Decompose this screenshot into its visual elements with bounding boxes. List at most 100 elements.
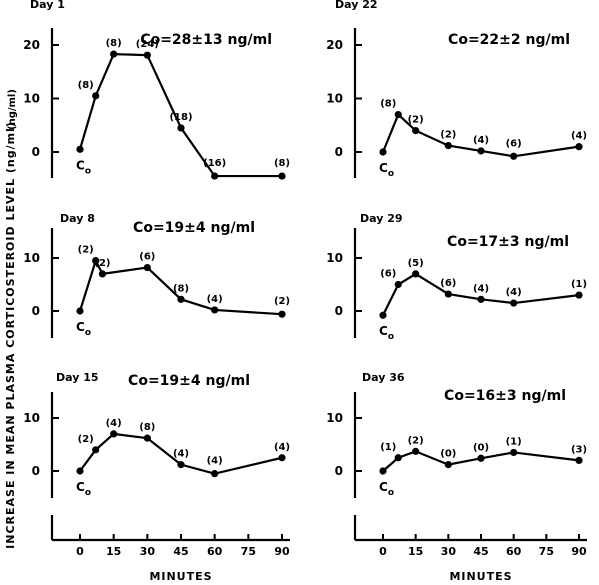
data-point: [477, 147, 485, 155]
data-point: [575, 143, 583, 151]
x-tick-label: 45: [473, 545, 488, 558]
x-tick-label: 90: [571, 545, 587, 558]
data-point: [575, 291, 583, 299]
data-point: [177, 124, 185, 132]
co-marker-label: Co: [379, 480, 394, 498]
panel-day-1: 0 10 20 (ng/ml) Day 1 Co=28±13 ng/ml (8) (8) (24…: [7, 0, 290, 180]
panel-title: Day 8: [60, 212, 95, 225]
data-point: [510, 299, 518, 307]
data-point: [211, 306, 219, 314]
data-point: [177, 295, 185, 303]
baseline-annotation: Co=22±2 ng/ml: [448, 32, 570, 48]
co-marker-label: Co: [76, 320, 91, 338]
y-tick-label: 0: [32, 464, 40, 478]
n-label: (2): [78, 434, 94, 445]
data-point: [98, 270, 107, 278]
y-tick-label: 0: [335, 464, 343, 478]
n-label: (24): [136, 39, 159, 50]
panel-day-36: 0 10 Day 36 Co=16±3 ng/ml (1) (2) (0) (0) (1) (3)…: [326, 371, 587, 498]
y-tick-label: 0: [32, 304, 40, 318]
y-tick-label: 10: [326, 92, 343, 106]
n-label: (5): [408, 258, 424, 269]
data-point: [379, 148, 387, 156]
data-point: [477, 295, 485, 303]
n-label: (4): [571, 131, 587, 142]
n-label: (8): [106, 38, 122, 49]
n-label: (1): [506, 436, 522, 447]
x-axis-title: MINUTES: [449, 570, 512, 583]
co-marker-label: Co: [379, 324, 394, 342]
y-tick-label: 10: [326, 411, 343, 425]
n-label: (2): [94, 258, 110, 269]
data-point: [477, 454, 485, 462]
n-label: (6): [440, 278, 456, 289]
data-point: [110, 430, 118, 438]
n-label: (8): [173, 283, 189, 294]
data-point: [177, 461, 185, 469]
baseline-annotation: Co=19±4 ng/ml: [128, 373, 250, 389]
n-label: (2): [274, 296, 290, 307]
x-axis-left: 0 15 30 45 60 75 90 MINUTES: [50, 515, 290, 583]
y-tick-label: 0: [335, 304, 343, 318]
n-label: (0): [473, 442, 489, 453]
panel-title: Day 1: [30, 0, 65, 11]
data-point: [412, 447, 420, 455]
n-label: (8): [78, 80, 94, 91]
n-label: (4): [274, 442, 290, 453]
series-line: [382, 272, 580, 316]
n-label: (4): [506, 287, 522, 298]
n-label: (2): [408, 115, 424, 126]
panel-title: Day 15: [56, 371, 99, 384]
n-label: (2): [440, 130, 456, 141]
data-point: [575, 456, 583, 464]
x-tick-label: 30: [140, 545, 156, 558]
panel-day-15: 0 10 Day 15 Co=19±4 ng/ml (2) (4) (8) (4) (4) (4)…: [23, 371, 290, 498]
n-label: (1): [380, 442, 396, 453]
data-point: [143, 263, 151, 272]
panel-title: Day 36: [362, 371, 405, 384]
panel-title: Day 22: [335, 0, 378, 11]
n-label: (1): [571, 279, 587, 290]
y-tick-label: 10: [23, 411, 40, 425]
data-point: [278, 172, 286, 180]
x-tick-label: 30: [441, 545, 457, 558]
n-label: (4): [473, 283, 489, 294]
data-point: [412, 127, 420, 135]
n-label: (3): [571, 444, 587, 455]
data-point: [278, 310, 286, 318]
data-point: [379, 467, 387, 475]
n-label: (4): [106, 418, 122, 429]
x-tick-label: 0: [76, 545, 84, 558]
n-label: (4): [207, 294, 223, 305]
y-tick-label: 10: [23, 92, 40, 106]
x-tick-label: 60: [207, 545, 223, 558]
panel-title: Day 29: [360, 212, 403, 225]
x-tick-label: 15: [408, 545, 423, 558]
co-marker-label: Co: [76, 158, 91, 176]
data-point: [394, 454, 402, 462]
data-point: [76, 307, 84, 315]
data-point: [379, 311, 387, 319]
baseline-annotation: Co=19±4 ng/ml: [133, 220, 255, 236]
data-point: [76, 467, 84, 475]
co-marker-label: Co: [379, 161, 394, 179]
n-label: (18): [169, 112, 192, 123]
baseline-annotation: Co=28±13 ng/ml: [140, 32, 272, 48]
n-label: (4): [207, 456, 223, 467]
data-point: [444, 461, 452, 469]
data-point: [412, 270, 420, 278]
n-label: (8): [274, 158, 290, 169]
data-point: [211, 172, 219, 180]
x-tick-label: 60: [506, 545, 522, 558]
y-unit-label: (ng/ml): [7, 89, 18, 130]
x-tick-label: 45: [173, 545, 188, 558]
n-label: (8): [380, 99, 396, 110]
x-axis-title: MINUTES: [149, 570, 212, 583]
y-tick-label: 10: [326, 251, 343, 265]
n-label: (2): [78, 245, 94, 256]
x-tick-label: 75: [539, 545, 554, 558]
data-point: [92, 446, 100, 454]
data-point: [510, 448, 518, 457]
